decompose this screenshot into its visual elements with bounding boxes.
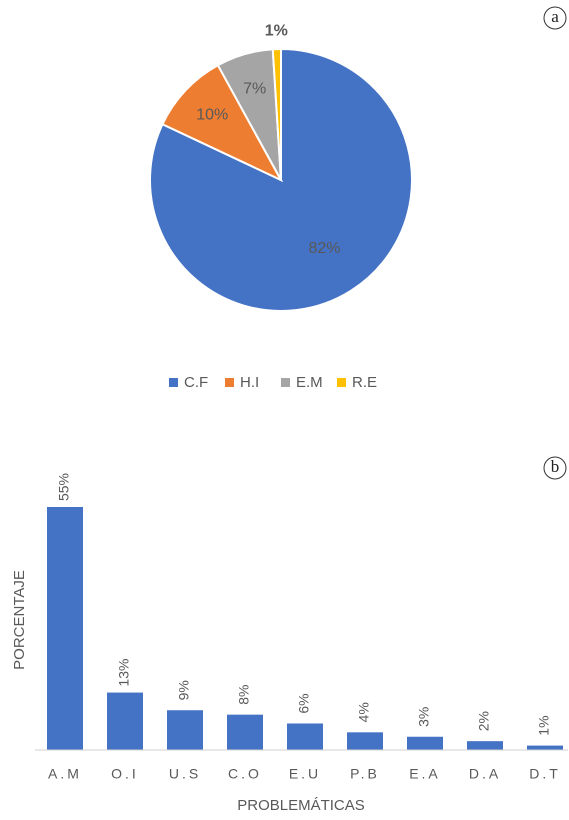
- bar: [167, 710, 203, 750]
- x-tick-label: D.A: [469, 766, 501, 782]
- panel-badge: [543, 6, 567, 30]
- data-label: 55%: [56, 473, 72, 501]
- panel-badge: [543, 456, 567, 480]
- data-label: 3%: [416, 707, 432, 727]
- data-label: 82%: [309, 240, 341, 257]
- pie-slice: [161, 63, 284, 183]
- panel-label: b: [551, 457, 560, 476]
- bar: [467, 741, 503, 750]
- data-label: 13%: [116, 659, 132, 687]
- panel-label: a: [551, 7, 559, 26]
- legend-label: E.M: [296, 374, 323, 391]
- data-label: 1%: [265, 22, 288, 39]
- data-label: 7%: [243, 81, 266, 98]
- bar: [227, 714, 263, 750]
- bar: [527, 745, 563, 750]
- data-label: 2%: [476, 711, 492, 731]
- y-axis-title: PORCENTAJE: [11, 570, 28, 670]
- data-label: 1%: [536, 715, 552, 735]
- bar: [347, 732, 383, 750]
- x-tick-label: E.U: [289, 766, 321, 782]
- x-tick-label: C.O: [228, 766, 262, 782]
- x-axis-title: PROBLEMÁTICAS: [237, 797, 365, 814]
- bar: [107, 692, 143, 750]
- legend-swatch: [281, 378, 290, 387]
- legend-label: C.F: [184, 374, 208, 391]
- data-label: 8%: [236, 685, 252, 705]
- x-tick-label: O.I: [111, 766, 139, 782]
- x-tick-label: E.A: [409, 766, 441, 782]
- x-tick-label: A.M: [48, 766, 82, 782]
- bar: [47, 507, 83, 750]
- legend-swatch: [337, 378, 346, 387]
- legend-swatch: [169, 378, 178, 387]
- data-label: 9%: [176, 680, 192, 700]
- x-tick-label: D.T: [529, 766, 561, 782]
- x-tick-label: U.S: [169, 766, 201, 782]
- x-tick-label: P.B: [350, 766, 380, 782]
- legend-swatch: [225, 378, 234, 387]
- bar: [287, 723, 323, 750]
- data-label: 4%: [356, 702, 372, 722]
- pie-slice: [149, 47, 413, 312]
- data-label: 10%: [196, 107, 228, 124]
- pie-slice: [271, 47, 282, 181]
- legend-label: H.I: [240, 374, 259, 391]
- bar: [407, 736, 443, 750]
- legend-label: R.E: [352, 374, 377, 391]
- data-label: 6%: [296, 693, 312, 713]
